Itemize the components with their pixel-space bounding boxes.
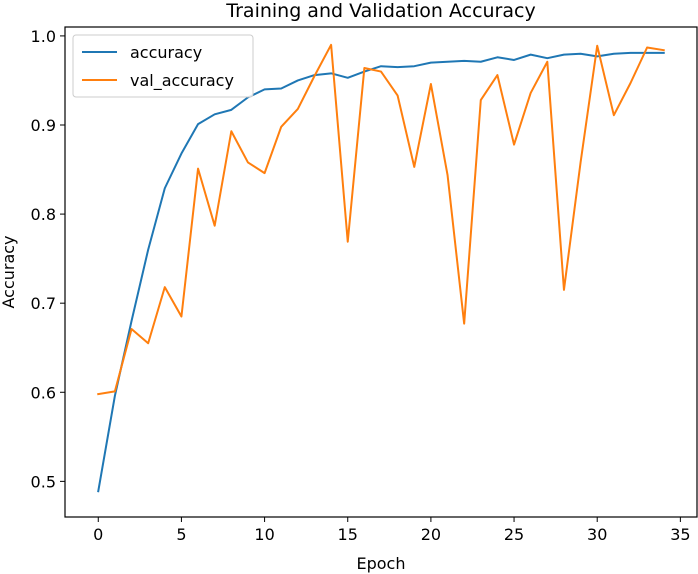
y-tick-label: 0.7 [31,294,56,313]
chart-title: Training and Validation Accuracy [225,0,535,22]
plot-lines [97,43,665,493]
x-tick-label: 20 [421,525,441,544]
x-tick-label: 30 [587,525,607,544]
y-tick-label: 0.5 [31,472,56,491]
series-line-accuracy [97,51,665,493]
x-tick-label: 0 [93,525,103,544]
x-tick-label: 15 [338,525,358,544]
y-axis-label: Accuracy [0,235,18,308]
plot-frame [64,26,698,518]
x-tick-label: 35 [670,525,690,544]
y-tick-label: 0.8 [31,205,56,224]
legend-label-accuracy: accuracy [130,43,202,62]
x-axis: 0 5 10 15 20 25 30 35 [93,517,691,544]
x-tick-label: 5 [176,525,186,544]
y-axis: 0.5 0.6 0.7 0.8 0.9 1.0 [31,27,65,491]
x-tick-label: 10 [254,525,274,544]
x-axis-label: Epoch [357,554,406,573]
y-tick-label: 1.0 [31,27,56,46]
legend: accuracy val_accuracy [72,34,254,98]
x-tick-label: 25 [504,525,524,544]
legend-frame [72,34,254,98]
series-line-val-accuracy [97,43,665,396]
legend-label-val-accuracy: val_accuracy [130,71,234,91]
y-tick-label: 0.6 [31,383,56,402]
y-tick-label: 0.9 [31,116,56,135]
